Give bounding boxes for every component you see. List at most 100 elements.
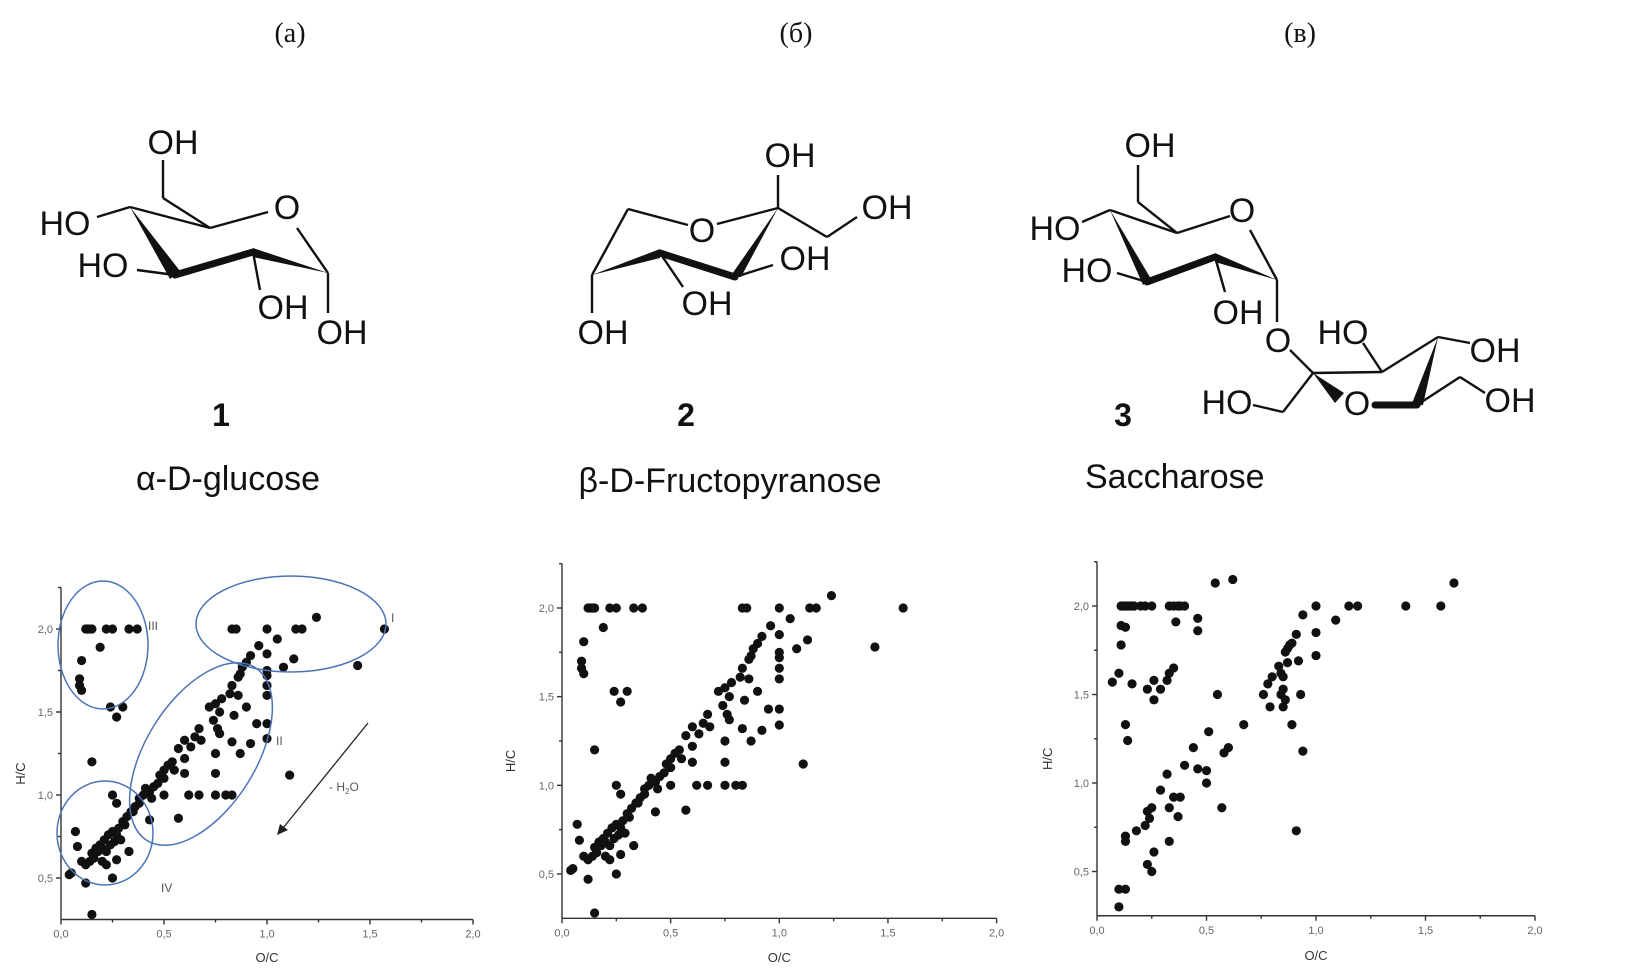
data-point — [1142, 684, 1152, 694]
data-point — [616, 789, 626, 799]
data-point — [1107, 677, 1117, 687]
data-point — [579, 669, 589, 679]
data-point — [81, 878, 91, 888]
data-point — [670, 748, 680, 758]
data-point — [1296, 689, 1306, 700]
region-annotations: I II III IV - H2O — [56, 575, 394, 895]
data-point — [744, 654, 754, 665]
region-label-II: II — [276, 734, 283, 748]
data-point — [210, 748, 221, 759]
data-point — [574, 835, 584, 845]
atom-label: OH — [862, 189, 913, 227]
x-axis-label: O/C — [1304, 948, 1327, 963]
data-point — [870, 642, 880, 652]
compound-name: Saccharose — [1085, 458, 1265, 496]
data-point — [1267, 672, 1277, 682]
data-point — [1188, 743, 1198, 753]
data-point — [611, 869, 621, 879]
data-point — [1210, 578, 1220, 588]
region-label-III: III — [148, 619, 158, 633]
data-point — [748, 644, 758, 654]
x-axis-label: O/C — [255, 950, 278, 965]
data-point — [173, 743, 184, 754]
data-point — [285, 770, 295, 780]
data-point — [774, 674, 784, 684]
scatter-chart-a: 0,0 0,5 1,0 1,5 2,0 0,5 1,0 1,5 2,0 O/C H/C — [13, 586, 481, 965]
data-point — [77, 856, 87, 867]
data-point — [692, 780, 702, 790]
data-point — [227, 790, 237, 800]
data-point — [774, 704, 784, 714]
data-point — [112, 855, 122, 865]
data-point — [774, 663, 784, 673]
data-point — [1173, 812, 1183, 822]
data-point — [1228, 574, 1238, 585]
data-point — [1149, 695, 1159, 705]
data-point — [1114, 902, 1124, 912]
data-point — [227, 680, 237, 691]
atom-label: OH — [765, 137, 816, 175]
data-point — [225, 689, 235, 699]
data-point — [1164, 803, 1174, 813]
atom-label: OH — [1125, 127, 1176, 165]
data-point — [1436, 601, 1446, 611]
data-point — [742, 603, 752, 613]
data-point — [583, 874, 593, 884]
y-tick-label: 1,5 — [1074, 690, 1089, 702]
data-point — [132, 624, 142, 634]
data-point — [631, 798, 641, 808]
y-tick-label: 0,5 — [1074, 867, 1089, 879]
data-point — [629, 840, 639, 851]
x-tick-label: 0,0 — [554, 927, 569, 939]
data-point — [898, 603, 908, 613]
data-point — [1116, 640, 1126, 650]
data-point — [87, 757, 97, 767]
data-point — [611, 780, 621, 790]
data-point — [1217, 803, 1227, 813]
data-point — [1114, 884, 1124, 894]
data-point — [1291, 629, 1301, 639]
data-point — [737, 663, 747, 673]
data-point — [637, 603, 648, 613]
data-point — [97, 843, 107, 853]
data-point — [101, 860, 111, 870]
data-point — [87, 624, 97, 634]
data-point — [798, 759, 808, 769]
atom-label: HO — [1318, 314, 1369, 352]
data-point — [724, 692, 734, 702]
data-point — [650, 807, 661, 817]
y-axis-label: H/C — [503, 750, 518, 772]
data-point — [227, 737, 237, 747]
data-point — [676, 754, 687, 764]
data-point — [785, 614, 795, 624]
data-point — [289, 654, 299, 664]
data-point — [705, 722, 715, 732]
data-point — [687, 757, 697, 767]
data-point — [353, 660, 363, 671]
compound-number: 1 — [212, 397, 230, 433]
data-point — [1162, 675, 1172, 685]
data-point — [1169, 663, 1179, 673]
x-tick-label: 0,5 — [1199, 925, 1214, 937]
y-tick-label: 1,0 — [1074, 778, 1089, 790]
data-point — [1120, 719, 1131, 730]
data-point — [262, 690, 272, 701]
data-point — [1204, 727, 1214, 737]
atom-label: OH — [258, 289, 309, 327]
data-point — [1144, 813, 1155, 824]
data-point — [1147, 601, 1157, 611]
data-point — [194, 724, 204, 734]
data-point — [155, 770, 165, 780]
data-point — [89, 853, 99, 863]
data-point — [687, 741, 697, 751]
data-point — [1142, 859, 1152, 870]
x-tick-label: 0,5 — [663, 927, 678, 939]
x-tick-label: 1,5 — [880, 927, 895, 939]
atom-label: OH — [317, 314, 368, 352]
data-point — [235, 748, 245, 759]
panel-label-a: (a) — [274, 18, 305, 49]
data-point — [702, 709, 713, 719]
region-ellipse-I — [195, 575, 387, 673]
x-tick-label: 0,0 — [1089, 925, 1104, 937]
